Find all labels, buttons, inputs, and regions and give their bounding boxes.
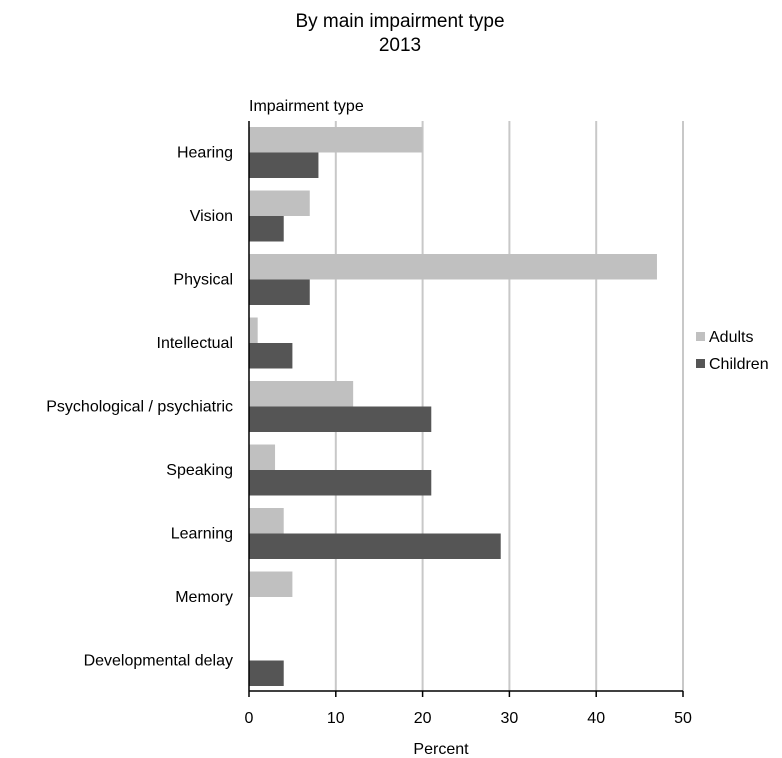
gridlines [334,121,684,691]
category-label: Physical [173,272,233,289]
bar-adults-3 [249,317,258,343]
chart-subtitle: 2013 [379,35,421,56]
bar-children-1 [249,216,284,242]
bar-adults-1 [249,190,310,216]
bars [249,127,657,686]
x-axis-title: Percent [413,741,469,758]
bar-adults-4 [249,381,354,407]
category-label: Speaking [166,462,233,479]
x-tick-label: 0 [245,710,254,727]
category-label: Developmental delay [84,653,233,670]
x-tick-label: 40 [587,710,605,727]
category-label: Learning [171,526,233,543]
bar-adults-6 [249,508,284,534]
axes [248,121,684,697]
x-tick-label: 30 [501,710,519,727]
category-label: Intellectual [157,335,234,352]
chart-title: By main impairment type [295,11,504,32]
x-tick-label: 50 [674,710,692,727]
bar-children-6 [249,533,501,559]
legend-swatch-adults [696,332,705,341]
bar-children-0 [249,152,319,178]
category-label: Hearing [177,145,233,162]
tick-labels: 0 10 20 30 40 50 [245,710,692,727]
x-tick-label: 20 [414,710,432,727]
category-label: Vision [190,208,233,225]
bar-adults-0 [249,127,423,153]
legend-swatch-children [696,359,705,368]
legend-label-children: Children [709,356,769,373]
bar-children-5 [249,470,432,496]
legend-label-adults: Adults [709,329,753,346]
x-tick-label: 10 [327,710,345,727]
bar-children-2 [249,279,310,305]
category-label: Psychological / psychiatric [46,399,233,416]
bar-children-4 [249,406,432,432]
bar-children-3 [249,343,293,369]
bar-adults-5 [249,444,276,470]
category-axis-title: Impairment type [249,98,364,115]
category-label: Memory [175,589,233,606]
legend: Adults Children [696,329,769,373]
bar-children-8 [249,660,284,686]
category-labels: Hearing Vision Physical Intellectual Psychol… [46,145,233,670]
bar-adults-7 [249,571,293,597]
bar-adults-2 [249,254,657,280]
